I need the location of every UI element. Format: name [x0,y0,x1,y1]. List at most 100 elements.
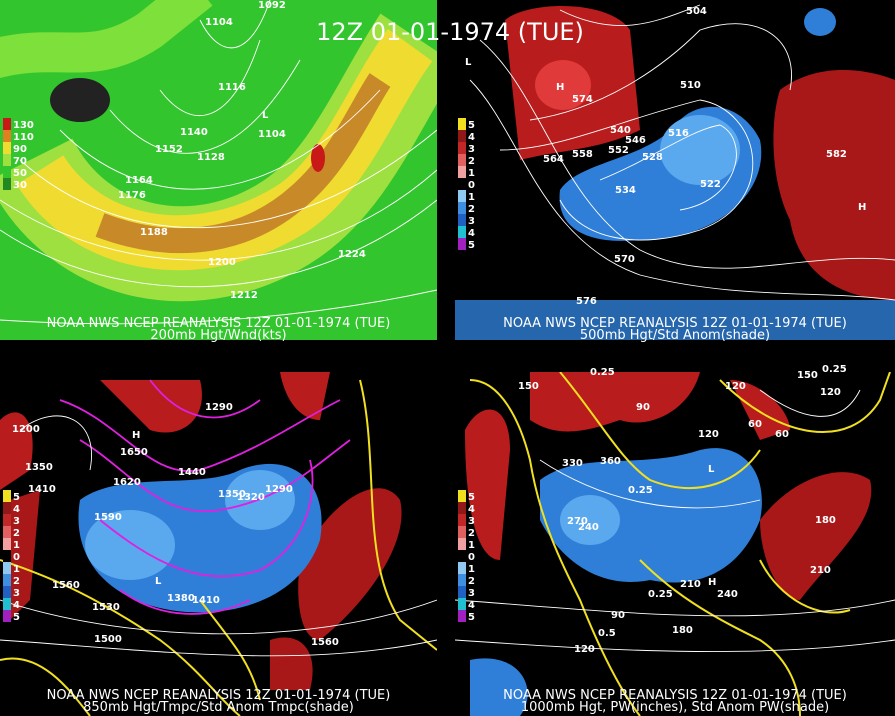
contour-label: H [858,202,866,213]
contour-label: 522 [700,179,721,190]
legend-label: 2 [13,576,20,587]
legend-swatch [458,502,466,514]
panel-200mb [0,0,437,340]
panel-caption: 200mb Hgt/Wnd(kts) [150,328,286,343]
legend-label: 4 [468,228,475,239]
legend-label: 0 [13,552,20,563]
contour-label: 150 [518,381,539,392]
legend-swatch [3,502,11,514]
contour-label: 510 [680,80,701,91]
contour-label: 1140 [180,127,208,138]
legend-swatch [3,550,11,562]
contour-label: 90 [636,402,650,413]
contour-label: H [132,430,140,441]
legend-swatch [458,586,466,598]
contour-label: 1200 [208,257,236,268]
legend-swatch [458,118,466,130]
legend-label: 5 [13,612,20,623]
legend-label: 3 [468,216,475,227]
legend-swatch [3,178,11,190]
contour-label: 504 [686,6,707,17]
contour-label: 0.5 [598,628,616,639]
contour-label: 1188 [140,227,168,238]
legend-label: 130 [13,120,34,131]
legend-label: 90 [13,144,27,155]
contour-label: 360 [600,456,621,467]
legend-swatch [3,130,11,142]
contour-label: 546 [625,135,646,146]
legend-swatch [3,490,11,502]
legend-label: 5 [468,492,475,503]
legend-label: 4 [468,132,475,143]
legend-label: 1 [468,192,475,203]
panel-header: NOAA NWS NCEP REANALYSIS 12Z 01-01-1974 … [503,688,847,703]
contour-label: 120 [698,429,719,440]
legend-swatch [458,526,466,538]
legend-swatch [3,526,11,538]
contour-label: 0.25 [822,364,847,375]
contour-label: 1560 [52,580,80,591]
legend-label: 5 [468,240,475,251]
legend-label: 3 [468,144,475,155]
contour-label: 210 [810,565,831,576]
contour-label: 1212 [230,290,258,301]
contour-label: 330 [562,458,583,469]
contour-label: 570 [614,254,635,265]
contour-label: 1320 [237,492,265,503]
legend-label: 2 [468,576,475,587]
contour-label: 564 [543,154,564,165]
legend-label: 70 [13,156,27,167]
contour-label: 150 [797,370,818,381]
legend-swatch [458,214,466,226]
contour-label: 540 [610,125,631,136]
legend-swatch [458,166,466,178]
contour-label: 1410 [192,595,220,606]
contour-label: 270 [567,516,588,527]
legend-label: 2 [468,204,475,215]
legend-swatch [458,238,466,250]
contour-label: 552 [608,145,629,156]
legend-swatch [3,154,11,166]
legend-label: 30 [13,180,27,191]
legend-label: 4 [468,504,475,515]
contour-label: 516 [668,128,689,139]
legend-label: 2 [13,528,20,539]
legend-swatch [458,538,466,550]
contour-label: 1116 [218,82,246,93]
legend-swatch [458,226,466,238]
contour-label: 60 [748,419,762,430]
contour-label: 1530 [92,602,120,613]
legend-label: 110 [13,132,34,143]
contour-label: 180 [815,515,836,526]
panel-header: NOAA NWS NCEP REANALYSIS 12Z 01-01-1974 … [47,688,391,703]
legend-swatch [458,202,466,214]
contour-label: 558 [572,149,593,160]
contour-label: 180 [672,625,693,636]
contour-label: 1350 [218,489,246,500]
legend-label: 2 [468,156,475,167]
legend-label: 3 [468,516,475,527]
legend-swatch [3,166,11,178]
legend-label: 1 [13,564,20,575]
legend-label: 5 [468,612,475,623]
panel-850mb [0,372,437,716]
contour-label: 1104 [205,17,233,28]
contour-label: L [262,110,269,121]
contour-label: 1350 [25,462,53,473]
legend-swatch [458,178,466,190]
legend-swatch [458,130,466,142]
legend-swatch [3,610,11,622]
contour-label: 582 [826,149,847,160]
panel-caption: 500mb Hgt/Std Anom(shade) [580,328,770,343]
legend-label: 1 [468,168,475,179]
contour-label: H [708,577,716,588]
panel-caption: 1000mb Hgt, PW(inches), Std Anom PW(shad… [521,700,829,715]
legend-swatch [3,538,11,550]
legend-label: 4 [13,600,20,611]
panel-caption: 850mb Hgt/Tmpc/Std Anom Tmpc(shade) [83,700,354,715]
legend-label: 3 [468,588,475,599]
contour-label: 528 [642,152,663,163]
legend-swatch [458,598,466,610]
contour-label: 574 [572,94,593,105]
